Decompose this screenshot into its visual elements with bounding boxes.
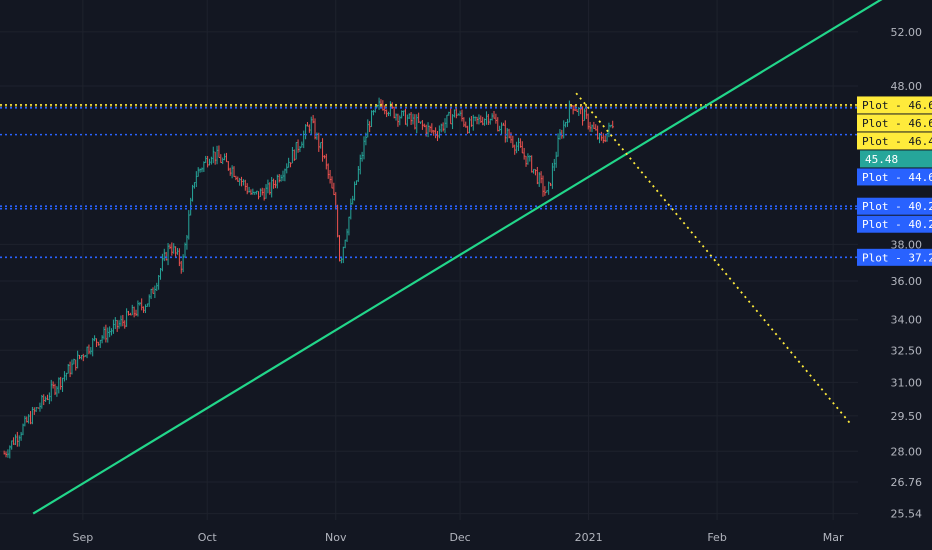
y-tick-label: 28.00 xyxy=(891,445,923,458)
x-tick-label: 2021 xyxy=(575,531,603,544)
y-tick-label: 32.50 xyxy=(891,344,923,357)
x-tick-label: Feb xyxy=(707,531,726,544)
y-tick-label: 48.00 xyxy=(891,80,923,93)
trendlines xyxy=(32,0,883,515)
plot-price-tag xyxy=(857,215,932,233)
price-tag-label: Plot - 46.48 xyxy=(862,135,932,148)
y-tick-label: 31.00 xyxy=(891,376,923,389)
x-tick-label: Nov xyxy=(325,531,347,544)
x-tick-label: Dec xyxy=(449,531,470,544)
y-tick-label: 52.00 xyxy=(891,26,923,39)
price-tag-label: Plot - 37.28 xyxy=(862,251,932,264)
plot-price-tag xyxy=(857,114,932,132)
y-tick-label: 25.54 xyxy=(891,508,923,521)
current-price-tag xyxy=(860,150,932,168)
y-tick-label: 38.00 xyxy=(891,238,923,251)
price-tag-label: Plot - 46.68 xyxy=(862,99,932,112)
x-tick-label: Mar xyxy=(823,531,844,544)
x-tick-label: Sep xyxy=(73,531,94,544)
plot-price-tag xyxy=(857,96,932,114)
plot-price-tag xyxy=(857,248,932,266)
y-tick-label: 26.76 xyxy=(891,476,923,489)
y-tick-label: 29.50 xyxy=(891,410,923,423)
price-axis[interactable]: 52.00 48.00 38.00 36.00 34.00 32.50 31.00 29.50… xyxy=(891,26,923,521)
x-tick-label: Oct xyxy=(198,531,218,544)
plot-price-tag xyxy=(857,197,932,215)
y-tick-label: 34.00 xyxy=(891,314,923,327)
price-tags: Plot - 46.68 Plot - 46.68 Plot - 46.48 45.4… xyxy=(857,96,932,266)
plot-price-tag xyxy=(857,168,932,186)
plot-price-tag xyxy=(857,132,932,150)
grid xyxy=(0,0,858,520)
price-tag-label: Plot - 46.68 xyxy=(862,117,932,130)
price-tag-label: 45.48 xyxy=(865,153,898,166)
time-axis[interactable]: Sep Oct Nov Dec 2021 Feb Mar xyxy=(73,531,844,544)
y-tick-label: 36.00 xyxy=(891,275,923,288)
price-tag-label: Plot - 40.20 xyxy=(862,218,932,231)
price-tag-label: Plot - 40.20 xyxy=(862,200,932,213)
support-trendline xyxy=(32,0,883,515)
candles xyxy=(3,97,614,459)
price-tag-label: Plot - 44.68 xyxy=(862,171,932,184)
horizontal-levels xyxy=(0,104,858,259)
